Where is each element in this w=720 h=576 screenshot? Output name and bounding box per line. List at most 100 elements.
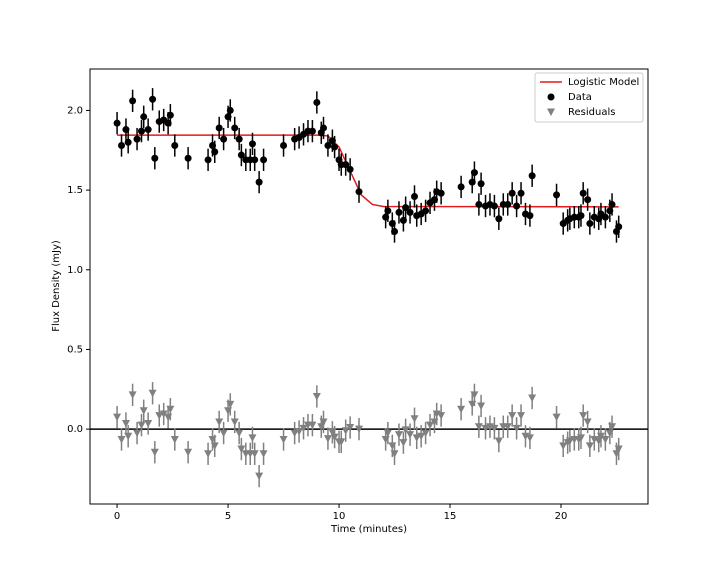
point: [528, 394, 537, 403]
point: [391, 228, 399, 236]
point: [330, 433, 339, 442]
point: [477, 402, 486, 411]
point: [139, 407, 148, 415]
point: [128, 391, 137, 399]
point: [226, 400, 235, 409]
point: [133, 135, 141, 143]
point: [457, 183, 465, 191]
point: [215, 418, 224, 426]
point: [601, 435, 610, 444]
point: [215, 124, 223, 132]
point: [220, 135, 228, 143]
point: [481, 424, 490, 433]
point: [494, 437, 503, 446]
point: [417, 432, 426, 441]
point: [251, 156, 259, 164]
point: [596, 432, 605, 441]
point: [346, 424, 355, 432]
point: [235, 135, 243, 143]
point: [133, 429, 142, 438]
point: [426, 421, 435, 430]
point: [279, 435, 288, 444]
point: [231, 124, 239, 132]
point: [248, 140, 256, 148]
point: [319, 124, 327, 132]
point: [525, 434, 534, 442]
point: [337, 438, 346, 446]
point: [255, 178, 263, 186]
point: [170, 435, 179, 444]
point: [166, 111, 174, 119]
point: [149, 95, 157, 103]
point: [166, 405, 175, 414]
point: [508, 189, 516, 197]
point: [586, 220, 594, 228]
y-tick-label: 1.0: [67, 265, 83, 276]
point: [517, 189, 525, 197]
point: [559, 442, 568, 450]
legend-box: [534, 72, 644, 123]
point: [470, 169, 478, 177]
point: [402, 204, 410, 212]
point: [184, 154, 192, 162]
point: [457, 405, 466, 414]
point: [124, 138, 132, 146]
point: [495, 215, 503, 223]
point: [308, 127, 316, 135]
point: [129, 97, 137, 105]
point: [437, 189, 445, 197]
point: [395, 208, 403, 216]
x-tick-label: 20: [555, 511, 568, 522]
point: [159, 410, 168, 418]
point: [235, 429, 244, 438]
point: [184, 448, 193, 457]
point: [552, 413, 561, 422]
point: [585, 442, 594, 450]
point: [324, 141, 332, 149]
point: [421, 429, 430, 438]
x-tick-label: 10: [333, 511, 346, 522]
x-tick-label: 15: [444, 511, 457, 522]
x-tick-label: 0: [114, 511, 120, 522]
point: [474, 423, 483, 431]
legend-label: Logistic Model: [568, 77, 639, 88]
point: [226, 106, 234, 114]
point: [615, 223, 623, 231]
point: [210, 442, 219, 450]
point: [280, 141, 288, 149]
point: [295, 428, 304, 436]
point: [121, 420, 130, 428]
point: [526, 212, 534, 220]
point: [204, 450, 213, 458]
point: [355, 188, 363, 196]
point: [118, 141, 126, 149]
point: [383, 429, 392, 438]
point: [470, 391, 479, 399]
point: [260, 156, 268, 164]
point: [553, 191, 561, 199]
point: [331, 143, 339, 151]
point: [406, 208, 414, 216]
legend-swatch: [547, 108, 555, 116]
point: [124, 432, 133, 441]
y-tick-label: 0.0: [67, 424, 83, 435]
point: [250, 450, 259, 458]
point: [577, 212, 585, 220]
x-tick-label: 5: [225, 511, 231, 522]
y-tick-label: 1.5: [67, 185, 83, 196]
point: [576, 434, 585, 442]
point: [155, 412, 164, 420]
point: [342, 161, 350, 169]
point: [219, 429, 228, 438]
point: [504, 200, 512, 208]
point: [308, 421, 317, 430]
point: [312, 392, 321, 401]
point: [113, 413, 122, 422]
x-axis-label: Time (minutes): [330, 524, 407, 535]
point: [608, 200, 616, 208]
point: [346, 165, 354, 173]
point: [583, 418, 592, 426]
point: [390, 450, 399, 458]
point: [313, 98, 321, 106]
point: [579, 412, 588, 420]
